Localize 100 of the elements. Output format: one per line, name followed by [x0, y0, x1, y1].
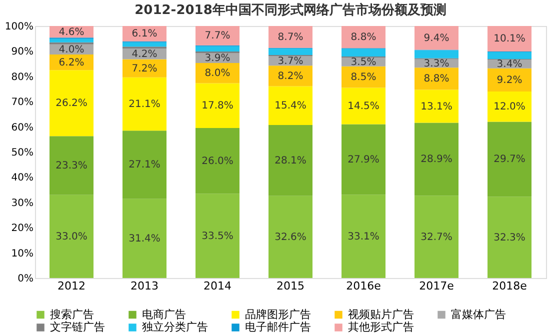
data-label: 6.2%	[58, 57, 84, 68]
data-label: 15.4%	[274, 100, 306, 112]
bar	[122, 130, 166, 199]
bar	[196, 26, 240, 46]
x-tick-label: 2014	[204, 280, 232, 292]
legend-label: 文字链广告	[50, 320, 105, 334]
data-label: 9.2%	[496, 74, 522, 86]
legend-label: 搜索广告	[50, 308, 94, 321]
data-label: 31.4%	[128, 233, 160, 244]
bar	[122, 77, 166, 131]
data-label: 9.4%	[424, 32, 450, 44]
legend-label: 富媒体广告	[451, 308, 506, 321]
bar	[196, 128, 240, 194]
data-label: 7.7%	[204, 30, 230, 42]
data-label: 23.3%	[56, 160, 88, 172]
data-label: 26.0%	[202, 156, 234, 167]
y-tick-label: 10%	[11, 248, 34, 260]
y-tick-label: 90%	[11, 46, 34, 58]
data-label: 33.1%	[348, 231, 380, 242]
bar	[196, 46, 240, 52]
data-label: 4.0%	[58, 44, 84, 56]
bar	[50, 38, 94, 42]
data-label: 3.9%	[204, 53, 230, 64]
y-tick-label: 50%	[11, 148, 34, 158]
bar	[268, 196, 312, 278]
data-label: 8.7%	[278, 32, 304, 43]
bar	[122, 59, 166, 78]
bar	[122, 42, 166, 47]
bar	[196, 83, 240, 128]
data-label: 4.6%	[58, 26, 84, 38]
bar	[122, 198, 166, 278]
data-label: 7.2%	[132, 63, 158, 74]
data-label: 33.0%	[56, 231, 88, 242]
bar	[342, 124, 386, 195]
x-tick-label: 2016e	[346, 280, 382, 292]
bar	[414, 90, 458, 123]
y-tick-label: 100%	[4, 22, 34, 32]
data-label: 32.7%	[420, 232, 452, 243]
bar	[196, 194, 240, 278]
legend-label: 电子邮件广告	[245, 320, 311, 334]
data-label: 8.8%	[424, 74, 450, 85]
data-label: 8.2%	[278, 70, 304, 82]
data-label: 17.8%	[202, 100, 234, 112]
data-label: 12.0%	[494, 102, 526, 113]
bar	[414, 50, 458, 58]
legend-label: 其他形式广告	[348, 320, 414, 334]
data-label: 3.7%	[278, 56, 304, 67]
bar	[414, 196, 458, 278]
legend-label: 品牌图形广告	[245, 308, 311, 321]
data-label: 32.6%	[274, 232, 306, 243]
data-label: 14.5%	[348, 101, 380, 112]
x-tick-label: 2015	[276, 280, 304, 292]
y-tick-label: 20%	[11, 223, 34, 234]
y-tick-label: 60%	[11, 122, 34, 134]
bar	[342, 194, 386, 278]
data-label: 32.3%	[494, 232, 526, 244]
bar	[50, 70, 94, 136]
data-label: 8.0%	[204, 68, 230, 80]
data-label: 21.1%	[128, 98, 160, 110]
data-label: 6.1%	[132, 28, 158, 40]
legend-label: 独立分类广告	[142, 320, 208, 334]
data-label: 4.2%	[132, 48, 158, 60]
x-tick-label: 2017e	[419, 280, 454, 292]
data-label: 8.8%	[350, 32, 376, 44]
bar	[488, 92, 532, 122]
legend-label: 视频贴片广告	[348, 308, 414, 321]
data-label: 28.1%	[274, 155, 306, 166]
chart-title: 2012-2018年中国不同形式网络广告市场份额及预测	[134, 2, 446, 18]
legend-label: 电商广告	[142, 308, 186, 321]
bar	[488, 52, 532, 60]
data-label: 27.1%	[128, 160, 160, 171]
data-label: 3.3%	[424, 58, 450, 70]
bar	[414, 68, 458, 90]
bar	[414, 122, 458, 196]
bar	[50, 194, 94, 278]
data-label: 26.2%	[56, 98, 88, 110]
data-label: 29.7%	[494, 154, 526, 166]
data-label: 13.1%	[420, 101, 452, 112]
bar	[488, 196, 532, 278]
bar	[268, 86, 312, 126]
bar	[342, 88, 386, 124]
x-tick-label: 2012	[58, 280, 86, 292]
bar	[268, 125, 312, 196]
y-tick-label: 80%	[11, 72, 34, 83]
bar	[488, 122, 532, 197]
data-label: 10.1%	[494, 34, 526, 45]
x-tick-label: 2018e	[492, 280, 528, 292]
bar	[342, 48, 386, 56]
data-label: 3.4%	[496, 59, 522, 70]
y-tick-label: 30%	[11, 198, 34, 209]
bar	[488, 68, 532, 92]
data-label: 3.5%	[350, 56, 376, 68]
bar	[268, 26, 312, 48]
data-label: 8.5%	[350, 72, 376, 84]
bar	[268, 48, 312, 55]
bar	[414, 26, 458, 50]
x-tick-label: 2013	[130, 280, 158, 292]
y-tick-label: 40%	[11, 172, 34, 184]
y-tick-label: 0%	[18, 274, 34, 284]
data-label: 28.9%	[420, 154, 452, 166]
